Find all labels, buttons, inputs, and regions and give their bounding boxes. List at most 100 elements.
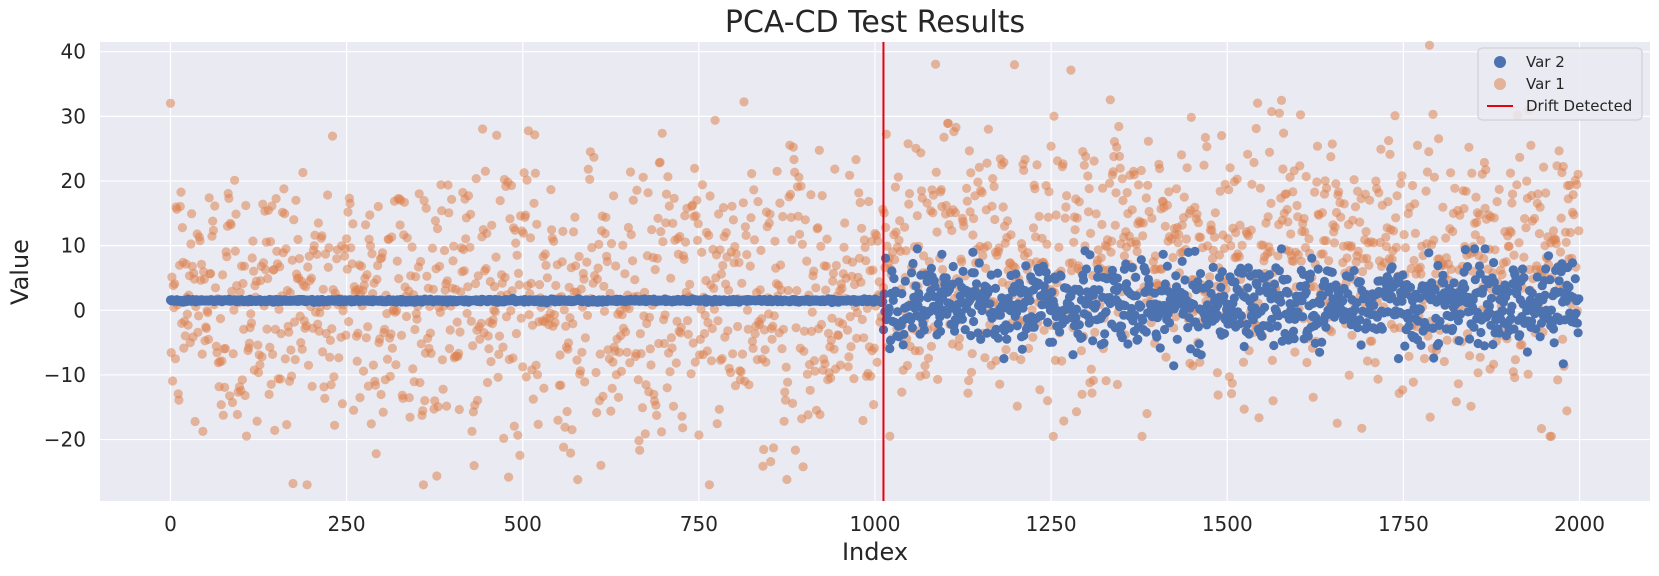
var-1-point [641, 380, 651, 390]
var-2-point [1071, 313, 1081, 323]
var-2-point [966, 308, 977, 318]
var-1-point [1234, 252, 1244, 262]
var-1-point [1182, 163, 1192, 173]
var-2-point [1574, 294, 1584, 304]
var-1-point [1081, 151, 1091, 162]
var-2-point [1219, 291, 1229, 301]
var-1-point [396, 330, 407, 340]
var-1-point [558, 226, 568, 236]
var-1-point [637, 403, 648, 413]
var-1-point [1490, 245, 1500, 255]
var-1-point [1365, 195, 1375, 205]
var-1-point [747, 336, 758, 346]
y-axis-ticks: −20 −10 0 10 20 30 40 [44, 40, 86, 452]
var-1-point [628, 195, 638, 205]
var-2-point [1267, 314, 1277, 324]
var-1-point [1181, 234, 1191, 244]
var-1-point [730, 242, 740, 252]
var-1-point [1042, 239, 1052, 249]
var-1-point [420, 396, 430, 406]
var-1-point [478, 124, 488, 134]
var-2-point [1377, 324, 1387, 334]
var-1-point [856, 277, 866, 287]
var-1-point [1213, 390, 1223, 400]
var-2-point [1313, 264, 1323, 274]
var-1-point [1179, 192, 1189, 202]
var-1-point [560, 422, 570, 432]
var-1-point [712, 419, 722, 429]
var-1-point [287, 371, 297, 381]
var-1-point [1032, 160, 1042, 170]
var-2-point [974, 258, 984, 268]
var-2-point [1274, 311, 1284, 321]
var-1-point [814, 145, 824, 155]
var-1-point [281, 244, 291, 254]
var-1-point [363, 322, 373, 332]
var-2-point [1071, 304, 1082, 314]
var-2-point [1169, 361, 1179, 371]
var-2-point [1017, 344, 1027, 354]
var-2-point [1369, 300, 1379, 310]
var-2-point [1454, 336, 1464, 346]
var-2-point [1349, 266, 1359, 276]
var-1-point [1028, 223, 1039, 233]
var-1-point [1090, 327, 1100, 337]
var-1-point [623, 222, 634, 233]
var-1-point [1249, 157, 1259, 168]
var-1-point [448, 256, 458, 266]
var-1-point [1429, 235, 1439, 245]
var-1-point [599, 306, 610, 316]
var-2-point [1355, 315, 1365, 325]
var-1-point [744, 380, 754, 390]
var-1-point [692, 195, 702, 205]
var-1-point [680, 211, 690, 221]
var-2-point [1298, 312, 1308, 322]
var-1-point [361, 220, 371, 230]
var-1-point [928, 190, 939, 200]
var-1-point [616, 366, 627, 376]
var-1-point [271, 194, 281, 204]
var-1-point [1044, 187, 1054, 197]
var-1-point [1397, 171, 1407, 181]
var-1-point [786, 212, 796, 222]
var-1-point [1076, 346, 1086, 356]
var-1-point [494, 349, 504, 359]
var-1-point [577, 347, 587, 357]
var-1-point [570, 212, 580, 222]
var-1-point [549, 310, 560, 320]
var-2-point [969, 316, 979, 327]
var-1-point [418, 480, 428, 490]
var-1-point [593, 263, 603, 273]
var-1-point [780, 387, 790, 397]
var-1-point [370, 380, 381, 390]
var-2-point [1180, 275, 1190, 285]
var-1-point [691, 211, 701, 221]
var-1-point [1301, 171, 1311, 182]
var-1-point [596, 460, 606, 470]
var-1-point [566, 448, 576, 458]
var-1-point [740, 222, 751, 232]
var-1-point [1086, 364, 1096, 374]
var-1-point [759, 325, 770, 335]
var-1-point [372, 274, 382, 284]
var-2-point [1460, 283, 1470, 293]
var-1-point [794, 172, 804, 182]
var-1-point [680, 237, 691, 247]
var-1-point [1112, 142, 1122, 152]
var-2-point [950, 326, 960, 336]
var-1-point [216, 400, 226, 410]
var-1-point [532, 219, 542, 229]
var-2-point [1455, 309, 1466, 319]
var-1-point [851, 155, 861, 165]
var-1-point [1309, 282, 1319, 292]
var-1-point [734, 257, 744, 268]
var-1-point [1225, 163, 1235, 173]
var-1-point [203, 307, 213, 318]
var-1-point [405, 412, 415, 422]
var-1-point [1207, 254, 1218, 264]
var-1-point [635, 445, 645, 455]
var-2-point [1519, 273, 1529, 283]
var-1-point [1520, 214, 1530, 224]
var-1-point [747, 169, 757, 179]
var-1-point [713, 316, 723, 326]
